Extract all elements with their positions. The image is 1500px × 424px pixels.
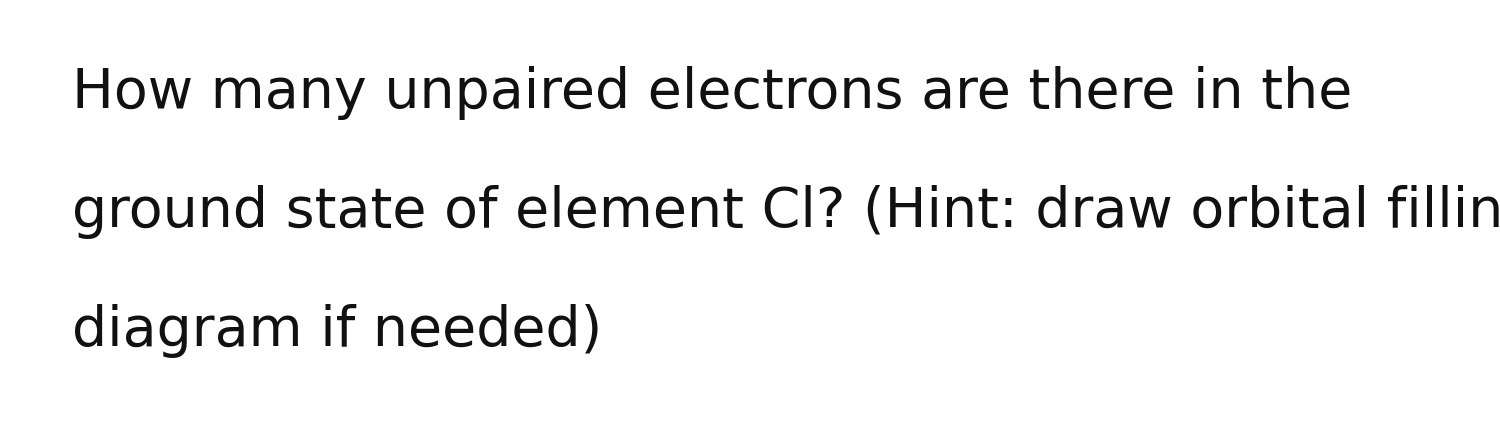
Text: diagram if needed): diagram if needed)	[72, 304, 602, 358]
Text: How many unpaired electrons are there in the: How many unpaired electrons are there in…	[72, 66, 1353, 120]
Text: ground state of element Cl? (Hint: draw orbital filling: ground state of element Cl? (Hint: draw …	[72, 185, 1500, 239]
